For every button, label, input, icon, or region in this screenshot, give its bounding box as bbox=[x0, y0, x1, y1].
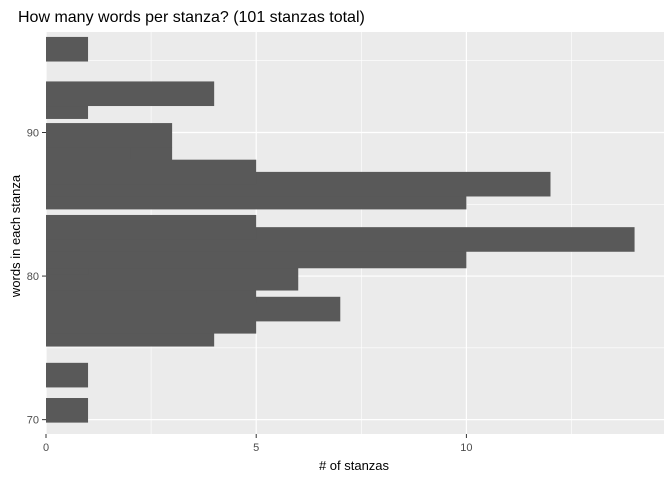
bar bbox=[46, 123, 173, 148]
y-tick-label: 70 bbox=[27, 415, 39, 427]
x-tick-label: 5 bbox=[253, 442, 259, 454]
chart-title: How many words per stanza? (101 stanzas … bbox=[18, 9, 365, 26]
x-axis-title: # of stanzas bbox=[319, 458, 390, 473]
y-tick-label: 90 bbox=[27, 128, 39, 140]
bar bbox=[46, 214, 257, 240]
x-axis-ticks: 0 5 10 bbox=[43, 434, 473, 454]
y-axis-title: words in each stanza bbox=[8, 174, 23, 298]
bar bbox=[46, 398, 89, 423]
x-tick-label: 10 bbox=[460, 442, 472, 454]
y-axis-ticks: 70 80 90 bbox=[27, 128, 46, 427]
bar bbox=[46, 362, 89, 388]
bar bbox=[46, 36, 89, 62]
bar bbox=[46, 81, 215, 107]
bars bbox=[46, 36, 635, 423]
x-tick-label: 0 bbox=[43, 442, 49, 454]
y-tick-label: 80 bbox=[27, 271, 39, 283]
